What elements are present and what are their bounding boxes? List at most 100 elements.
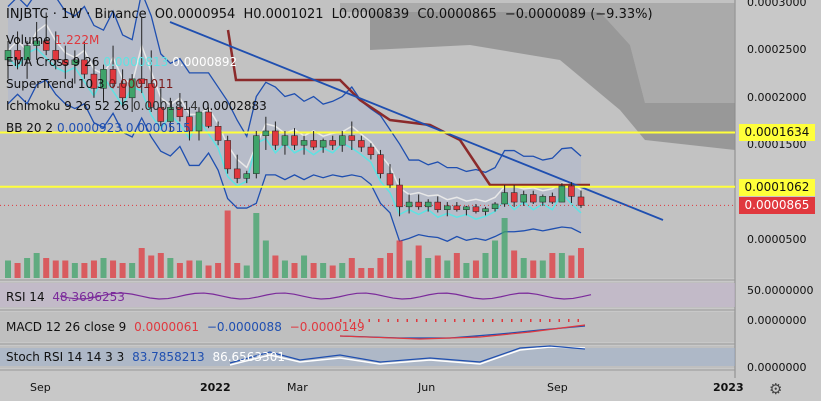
candle-body xyxy=(386,173,394,186)
volume-bar xyxy=(33,253,40,278)
price-tag-0: 0.0001634 xyxy=(739,124,815,142)
settings-gear-icon[interactable]: ⚙ xyxy=(769,380,783,398)
macd-hist-bar xyxy=(349,319,351,322)
volume-bar xyxy=(157,253,164,278)
macd-hist-bar xyxy=(378,319,380,322)
legend-1[interactable]: EMA Cross 9 26 0.0000813 0.0000892 xyxy=(6,55,241,70)
stoch-legend[interactable]: Stoch RSI 14 14 3 3 83.7858213 86.656330… xyxy=(6,350,289,365)
volume-bar xyxy=(5,260,11,278)
candle-body xyxy=(348,135,356,141)
volume-bar xyxy=(453,253,460,278)
volume-bar xyxy=(472,260,479,278)
candle-body xyxy=(205,111,212,127)
candle-body xyxy=(377,154,384,174)
macd-signal-value: −0.0000088 xyxy=(206,320,282,334)
rsi-label: RSI 14 xyxy=(6,290,45,304)
volume-bar xyxy=(81,263,88,278)
volume-bar xyxy=(329,265,336,278)
price-tick: 0.0000500 xyxy=(747,233,807,246)
candle-body xyxy=(119,83,126,99)
candle-body xyxy=(558,185,566,203)
rsi-value: 48.3696253 xyxy=(52,290,125,304)
macd-hist-bar xyxy=(568,319,570,322)
high-value: H0.0001021 xyxy=(243,7,324,22)
candle-body xyxy=(138,78,145,84)
macd-legend[interactable]: MACD 12 26 close 9 0.0000061 −0.0000088 … xyxy=(6,320,369,335)
candle-body xyxy=(71,59,79,65)
volume-bar xyxy=(52,260,59,278)
macd-hist-bar xyxy=(463,319,465,322)
volume-bar xyxy=(253,213,260,278)
candle-body xyxy=(224,140,231,170)
legend-value: 0.0001011 xyxy=(108,77,174,91)
macd-axis-label: 0.0000000 xyxy=(747,314,807,327)
legend-value: 0.0001814 xyxy=(133,99,198,113)
volume-bar xyxy=(281,260,288,278)
time-tick: Sep xyxy=(30,381,51,394)
candle-body xyxy=(42,40,50,51)
candle-body xyxy=(472,206,480,212)
price-tag-1: 0.0001062 xyxy=(739,178,815,196)
legend-value: 0.0000515 xyxy=(125,121,191,135)
volume-bar xyxy=(387,253,393,278)
volume-bar xyxy=(406,260,413,278)
volume-bar xyxy=(196,260,202,278)
candle-body xyxy=(157,107,165,122)
macd-hist-bar xyxy=(511,319,513,322)
legend-3[interactable]: Ichimoku 9 26 52 26 0.0001814 0.0002883 xyxy=(6,99,271,114)
stoch-band xyxy=(0,348,735,366)
legend-4[interactable]: BB 20 2 0.0000923 0.0000515 xyxy=(6,121,195,136)
volume-bar xyxy=(301,255,308,278)
rsi-line xyxy=(59,292,592,300)
volume-bar xyxy=(520,258,527,278)
candle-body xyxy=(272,130,279,146)
volume-bar xyxy=(234,263,241,278)
volume-bar xyxy=(463,263,470,278)
candle-body xyxy=(539,196,547,203)
candle-body xyxy=(148,83,155,108)
macd-hist-bar xyxy=(425,319,427,322)
macd-hist-bar xyxy=(520,319,522,322)
volume-bar xyxy=(176,263,183,278)
volume-bar xyxy=(367,268,374,278)
candle-body xyxy=(33,40,40,46)
rsi-band xyxy=(0,283,735,307)
legend-value: 0.0000813 xyxy=(103,55,169,69)
legend-0[interactable]: Volume 1.222M xyxy=(6,33,103,48)
macd-hist-bar xyxy=(454,319,456,322)
candle-body xyxy=(339,135,346,146)
candle-body xyxy=(520,194,527,203)
legend-2[interactable]: SuperTrend 10 3 0.0001011 xyxy=(6,77,177,92)
candle-body xyxy=(253,135,260,174)
candle-body xyxy=(23,45,31,61)
macd-hist-bar xyxy=(482,319,484,322)
volume-bar xyxy=(205,265,212,278)
candle-body xyxy=(214,125,222,141)
rsi-legend[interactable]: RSI 14 48.3696253 xyxy=(6,290,129,305)
volume-bar xyxy=(272,255,279,278)
candle-body xyxy=(396,184,403,208)
candle-body xyxy=(81,59,88,75)
macd-hist-bar xyxy=(406,319,408,322)
macd-label: MACD 12 26 close 9 xyxy=(6,320,127,334)
volume-bar xyxy=(262,240,269,278)
change-value: −0.0000089 (−9.33%) xyxy=(504,7,653,22)
candle-body xyxy=(444,205,451,210)
volume-bar xyxy=(71,263,78,278)
price-tick: 0.0002500 xyxy=(747,43,807,57)
candle-body xyxy=(367,146,375,155)
legend-name: Volume xyxy=(6,33,51,47)
time-tick: Sep xyxy=(547,381,568,394)
volume-bar xyxy=(530,260,537,278)
candle-body xyxy=(319,140,327,148)
volume-bar xyxy=(186,260,193,278)
candle-body xyxy=(405,201,413,208)
time-tick: 2023 xyxy=(713,381,744,394)
macd-hist-bar xyxy=(558,319,560,322)
candle-body xyxy=(415,201,422,208)
candle-body xyxy=(358,140,365,148)
time-tick: Mar xyxy=(287,381,308,394)
bollinger-lower-line xyxy=(7,79,582,243)
close-value: C0.0000865 xyxy=(417,7,497,22)
